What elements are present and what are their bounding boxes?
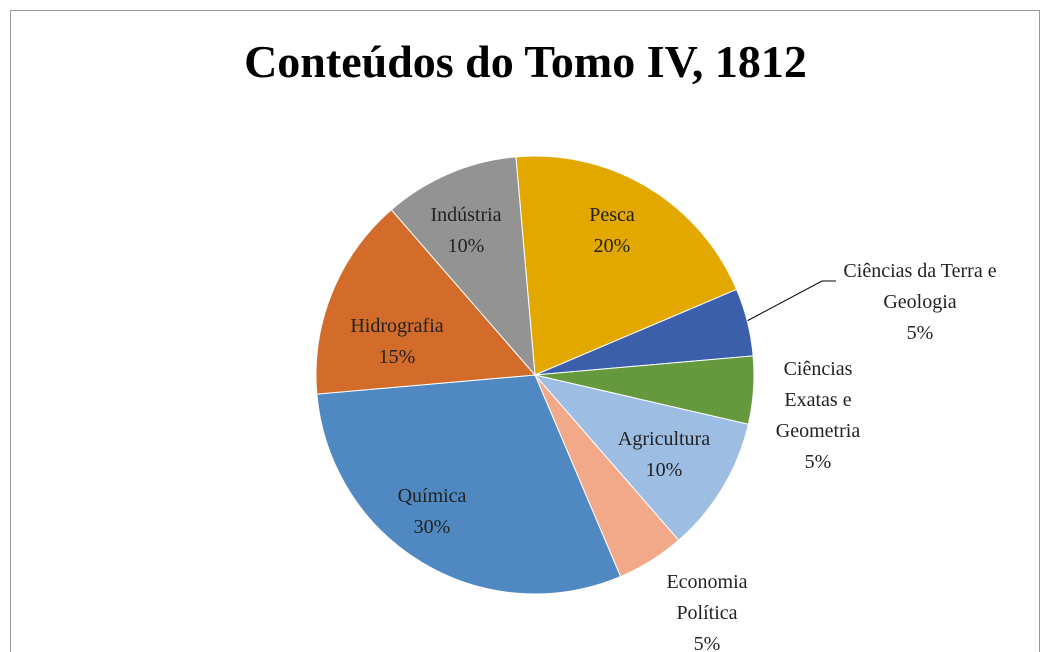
slice-label: Agricultura 10% bbox=[584, 424, 744, 486]
pie-slice bbox=[316, 374, 622, 595]
pie-slice bbox=[315, 209, 537, 395]
slice-label: Hidrografia 15% bbox=[317, 311, 477, 373]
category-label: Indústria bbox=[430, 204, 502, 226]
chart-border bbox=[10, 10, 1040, 652]
category-label: Pesca bbox=[589, 204, 635, 226]
value-label: 10% bbox=[645, 459, 683, 481]
value-label: 5% bbox=[804, 451, 832, 473]
value-label: 15% bbox=[378, 346, 416, 368]
slice-label: Pesca 20% bbox=[532, 200, 692, 262]
slice-label: Ciências Exatas e Geometria 5% bbox=[758, 354, 878, 478]
value-label: 5% bbox=[906, 322, 934, 344]
category-label: Economia Política bbox=[666, 571, 748, 624]
category-label: Química bbox=[397, 485, 467, 507]
pie-slice bbox=[515, 155, 738, 376]
pie-slice bbox=[533, 374, 749, 541]
value-label: 30% bbox=[413, 516, 451, 538]
slice-label: Ciências da Terra e Geologia 5% bbox=[825, 256, 1015, 349]
slice-label: Química 30% bbox=[352, 481, 512, 543]
category-label: Ciências da Terra e Geologia bbox=[843, 260, 997, 313]
slice-label: Economia Política 5% bbox=[637, 567, 777, 652]
slice-label: Indústria 10% bbox=[386, 200, 546, 262]
leader-line bbox=[744, 280, 836, 323]
category-label: Hidrografia bbox=[350, 315, 444, 337]
value-label: 10% bbox=[447, 235, 485, 257]
category-label: Ciências Exatas e Geometria bbox=[775, 358, 861, 442]
chart-title: Conteúdos do Tomo IV, 1812 bbox=[244, 36, 807, 87]
value-label: 20% bbox=[593, 235, 631, 257]
pie-slice bbox=[390, 156, 536, 377]
value-label: 5% bbox=[693, 633, 721, 652]
category-label: Agricultura bbox=[617, 428, 711, 450]
